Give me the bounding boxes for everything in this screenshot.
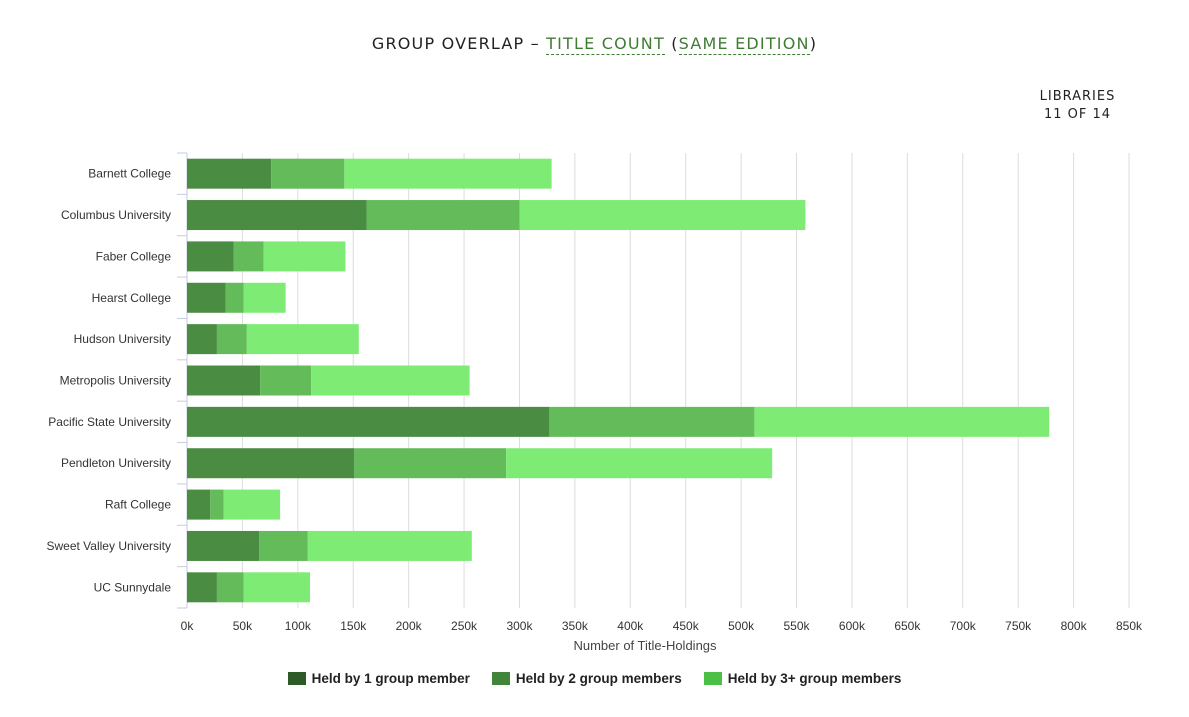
x-tick-label: 350k — [562, 619, 589, 633]
y-category-label: Barnett College — [88, 167, 171, 181]
x-tick-label: 800k — [1061, 619, 1088, 633]
bar-segment[interactable] — [187, 324, 217, 355]
legend-item-2-members[interactable]: Held by 2 group members — [491, 671, 682, 686]
legend-swatch-2-members — [491, 672, 510, 685]
x-axis-title: Number of Title-Holdings — [573, 638, 717, 653]
libraries-selector[interactable]: LIBRARIES 11 OF 14 — [1030, 88, 1125, 124]
bar-segment[interactable] — [187, 158, 272, 189]
legend-label-2-members: Held by 2 group members — [515, 671, 682, 686]
bar-segment[interactable] — [519, 200, 806, 231]
metric-selector[interactable]: TITLE COUNT — [546, 34, 665, 55]
title-open-paren: ( — [664, 34, 679, 53]
y-category-label: Raft College — [105, 498, 171, 512]
x-tick-label: 400k — [617, 619, 644, 633]
bar-segment[interactable] — [354, 448, 507, 479]
libraries-count: 11 OF 14 — [1043, 107, 1112, 122]
legend-label-3plus-members: Held by 3+ group members — [727, 671, 902, 686]
bar-segment[interactable] — [187, 406, 550, 437]
bar-segment[interactable] — [223, 489, 281, 520]
title-prefix: GROUP OVERLAP – — [371, 34, 547, 53]
legend-swatch-1-member — [287, 672, 306, 685]
x-tick-label: 100k — [285, 619, 312, 633]
chart-title: GROUP OVERLAP – TITLE COUNT (SAME EDITIO… — [0, 34, 1189, 55]
bar-segment[interactable] — [187, 365, 261, 396]
x-tick-label: 700k — [950, 619, 977, 633]
y-category-label: UC Sunnydale — [94, 580, 172, 594]
bar-segment[interactable] — [754, 406, 1050, 437]
x-tick-label: 150k — [340, 619, 367, 633]
x-tick-label: 750k — [1005, 619, 1032, 633]
bar-segment[interactable] — [549, 406, 755, 437]
bar-segment[interactable] — [243, 572, 311, 603]
bar-segment[interactable] — [216, 324, 247, 355]
x-tick-label: 600k — [839, 619, 866, 633]
bar-segment[interactable] — [187, 572, 217, 603]
x-tick-label: 50k — [233, 619, 253, 633]
x-tick-label: 0k — [181, 619, 195, 633]
chart-legend: Held by 1 group member Held by 2 group m… — [0, 671, 1189, 686]
bar-segment[interactable] — [187, 282, 226, 313]
x-tick-label: 850k — [1116, 619, 1143, 633]
legend-label-1-member: Held by 1 group member — [311, 671, 470, 686]
legend-item-1-member[interactable]: Held by 1 group member — [287, 671, 470, 686]
legend-swatch-3plus-members — [703, 672, 722, 685]
title-close-paren: ) — [809, 34, 818, 53]
bar-segment[interactable] — [259, 530, 308, 561]
bar-segment[interactable] — [263, 241, 346, 272]
y-category-label: Hudson University — [74, 332, 171, 346]
bar-segment[interactable] — [311, 365, 470, 396]
y-category-label: Columbus University — [61, 208, 171, 222]
x-tick-label: 500k — [728, 619, 755, 633]
y-category-label: Pacific State University — [48, 415, 171, 429]
bar-segment[interactable] — [506, 448, 773, 479]
bar-segment[interactable] — [307, 530, 472, 561]
y-category-label: Metropolis University — [60, 374, 171, 388]
bar-segment[interactable] — [344, 158, 552, 189]
y-category-label: Pendleton University — [61, 456, 171, 470]
bar-segment[interactable] — [243, 282, 286, 313]
x-tick-label: 650k — [894, 619, 921, 633]
bar-segment[interactable] — [233, 241, 264, 272]
bar-segment[interactable] — [260, 365, 312, 396]
legend-item-3plus-members[interactable]: Held by 3+ group members — [703, 671, 902, 686]
bar-segment[interactable] — [225, 282, 244, 313]
y-category-label: Hearst College — [92, 291, 172, 305]
y-category-label: Faber College — [96, 249, 172, 263]
y-category-label: Sweet Valley University — [47, 539, 172, 553]
bar-segment[interactable] — [187, 489, 211, 520]
bar-segment[interactable] — [366, 200, 520, 231]
bar-segment[interactable] — [187, 448, 355, 479]
bar-segment[interactable] — [210, 489, 224, 520]
bar-segment[interactable] — [187, 241, 234, 272]
bar-segment[interactable] — [246, 324, 359, 355]
edition-mode-selector[interactable]: SAME EDITION — [678, 34, 810, 55]
x-tick-label: 300k — [506, 619, 533, 633]
x-tick-label: 250k — [451, 619, 478, 633]
x-tick-label: 550k — [784, 619, 811, 633]
bar-segment[interactable] — [216, 572, 244, 603]
x-tick-label: 200k — [396, 619, 423, 633]
x-tick-label: 450k — [673, 619, 700, 633]
bar-segment[interactable] — [187, 200, 367, 231]
bar-segment[interactable] — [187, 530, 260, 561]
libraries-label: LIBRARIES — [1039, 89, 1116, 104]
bar-segment[interactable] — [271, 158, 345, 189]
